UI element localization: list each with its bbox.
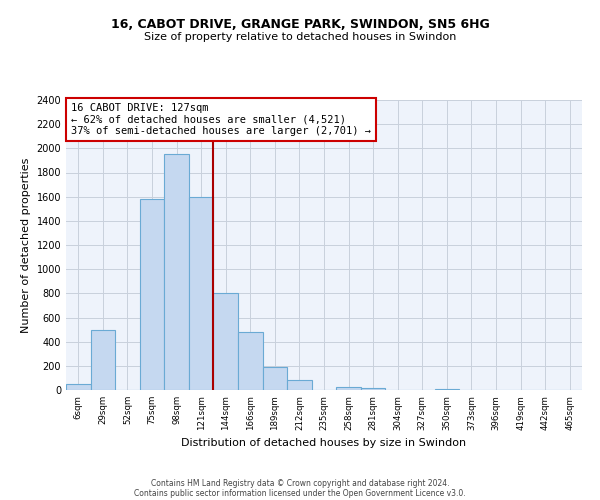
- Bar: [336, 387, 361, 390]
- X-axis label: Distribution of detached houses by size in Swindon: Distribution of detached houses by size …: [181, 438, 467, 448]
- Y-axis label: Number of detached properties: Number of detached properties: [21, 158, 31, 332]
- Bar: [361, 388, 385, 390]
- Bar: [140, 199, 164, 390]
- Text: Size of property relative to detached houses in Swindon: Size of property relative to detached ho…: [144, 32, 456, 42]
- Bar: [434, 389, 459, 390]
- Bar: [287, 380, 312, 390]
- Text: 16 CABOT DRIVE: 127sqm
← 62% of detached houses are smaller (4,521)
37% of semi-: 16 CABOT DRIVE: 127sqm ← 62% of detached…: [71, 103, 371, 136]
- Text: Contains public sector information licensed under the Open Government Licence v3: Contains public sector information licen…: [134, 488, 466, 498]
- Bar: [263, 367, 287, 390]
- Text: Contains HM Land Registry data © Crown copyright and database right 2024.: Contains HM Land Registry data © Crown c…: [151, 478, 449, 488]
- Bar: [189, 196, 214, 390]
- Bar: [164, 154, 189, 390]
- Bar: [214, 294, 238, 390]
- Bar: [66, 384, 91, 390]
- Text: 16, CABOT DRIVE, GRANGE PARK, SWINDON, SN5 6HG: 16, CABOT DRIVE, GRANGE PARK, SWINDON, S…: [110, 18, 490, 30]
- Bar: [91, 330, 115, 390]
- Bar: [238, 332, 263, 390]
